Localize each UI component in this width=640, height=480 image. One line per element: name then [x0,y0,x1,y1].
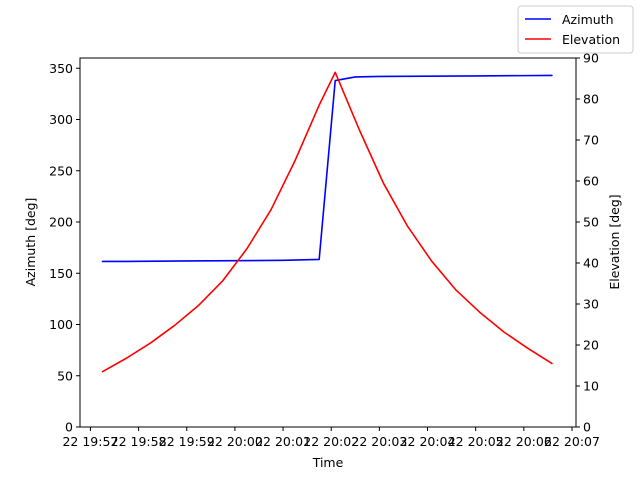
legend-label-azimuth: Azimuth [562,12,614,27]
x-tick-label: 22 19:58 [111,434,167,449]
plot-frame [79,57,577,428]
y-tick-right-label: 30 [583,297,599,312]
y-tick-left-label: 200 [49,215,73,230]
y-tick-left-label: 100 [49,317,73,332]
x-tick-label: 22 20:01 [255,434,311,449]
x-axis-label: Time [312,455,344,470]
x-tick-label: 22 20:07 [544,434,600,449]
legend-box [517,5,634,54]
x-tick-label: 22 20:03 [351,434,407,449]
x-tick-label: 22 20:06 [496,434,552,449]
y-tick-right-label: 40 [583,256,599,271]
y-tick-right-label: 20 [583,338,599,353]
series-line-elevation [101,71,553,373]
y-tick-right-label: 80 [583,92,599,107]
y-tick-left-label: 300 [49,112,73,127]
y-tick-right-label: 0 [583,420,591,435]
x-tick-label: 22 20:02 [303,434,359,449]
y-tick-left-label: 250 [49,163,73,178]
y-tick-right-label: 70 [583,133,599,148]
y-tick-right-label: 60 [583,174,599,189]
x-tick-label: 22 20:00 [207,434,263,449]
y-tick-left-label: 50 [57,368,73,383]
x-tick-label: 22 20:04 [400,434,456,449]
x-tick-label: 22 19:57 [62,434,118,449]
y-tick-left-label: 350 [49,61,73,76]
y-tick-left-label: 0 [65,420,73,435]
legend: Azimuth Elevation [517,5,634,54]
y-tick-right-label: 90 [583,51,599,66]
x-tick-label: 22 19:59 [159,434,215,449]
legend-label-elevation: Elevation [562,32,620,47]
y-axis-label-right: Elevation [deg] [607,194,622,289]
y-axis-label-left: Azimuth [deg] [23,198,38,287]
series-line-azimuth [101,74,553,263]
x-tick-label: 22 20:05 [448,434,504,449]
plot-area [80,58,576,427]
y-tick-right-label: 50 [583,215,599,230]
y-tick-right-label: 10 [583,379,599,394]
y-tick-left-label: 150 [49,266,73,281]
